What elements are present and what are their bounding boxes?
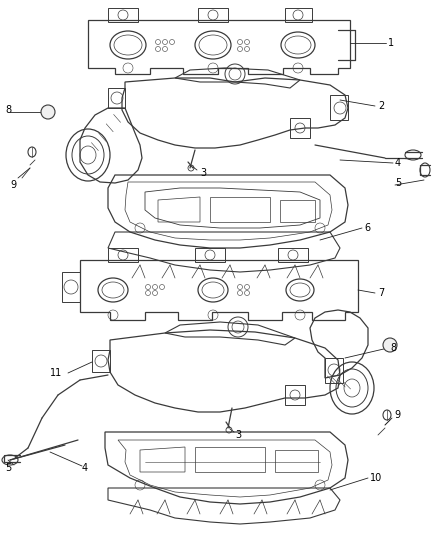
Text: 4: 4 [395,158,401,168]
Text: 8: 8 [390,343,396,353]
Text: 5: 5 [395,178,401,188]
Text: 3: 3 [235,430,241,440]
Text: 1: 1 [388,38,394,48]
Text: 10: 10 [370,473,382,483]
Text: 6: 6 [364,223,370,233]
Text: 4: 4 [82,463,88,473]
Text: 8: 8 [5,105,11,115]
Ellipse shape [41,105,55,119]
Text: 9: 9 [10,180,16,190]
Text: 7: 7 [378,288,384,298]
Text: 5: 5 [5,463,11,473]
Text: 2: 2 [378,101,384,111]
Text: 9: 9 [394,410,400,420]
Ellipse shape [383,338,397,352]
Text: 11: 11 [50,368,62,378]
Text: 3: 3 [200,168,206,178]
